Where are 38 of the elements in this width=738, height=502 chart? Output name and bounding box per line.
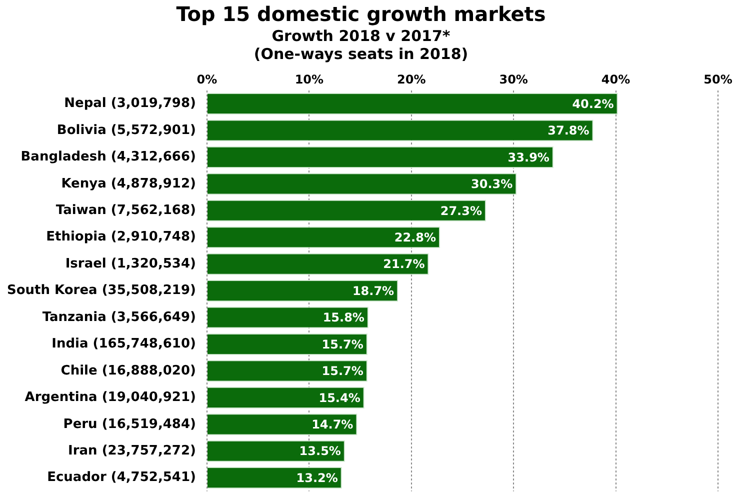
data-label: 21.7% (383, 257, 425, 272)
data-label: 40.2% (572, 96, 614, 111)
data-label: 37.8% (548, 124, 590, 138)
x-tick-label: 30% (499, 72, 528, 86)
x-tick-label: 50% (704, 72, 732, 86)
y-tick-label: Iran (23,757,272) (68, 443, 196, 458)
data-label: 13.2% (296, 470, 338, 485)
y-tick-label: Tanzania (3,566,649) (42, 310, 196, 325)
y-tick-label: Bangladesh (4,312,666) (20, 150, 196, 165)
data-label: 15.7% (322, 337, 364, 352)
x-tick-label: 20% (397, 72, 426, 86)
data-label: 15.4% (318, 390, 360, 405)
chart-title: Top 15 domestic growth markets (176, 2, 546, 26)
data-label: 18.7% (352, 284, 394, 298)
data-label: 13.5% (299, 444, 341, 458)
y-tick-label: Kenya (4,878,912) (61, 176, 196, 192)
y-tick-label: Taiwan (7,562,168) (56, 203, 196, 218)
y-tick-label: Peru (16,519,484) (63, 416, 196, 432)
chart-subtitle: Growth 2018 v 2017* (One-ways seats in 2018) (254, 26, 468, 63)
data-label: 15.8% (322, 310, 364, 325)
y-tick-label: Argentina (19,040,921) (24, 390, 196, 406)
y-tick-label: South Korea (35,508,219) (6, 283, 196, 298)
y-tick-label: Chile (16,888,020) (60, 363, 196, 378)
y-tick-label: India (165,748,610) (52, 336, 196, 352)
y-tick-label: Bolivia (5,572,901) (56, 122, 196, 138)
x-tick-label: 40% (601, 72, 630, 86)
x-tick-label: 10% (294, 72, 324, 86)
y-tick-label: Israel (1,320,534) (65, 256, 196, 272)
data-label: 15.7% (322, 364, 364, 378)
y-tick-label: Nepal (3,019,798) (64, 96, 196, 112)
y-tick-label: Ecuador (4,752,541) (47, 470, 196, 486)
data-label: 22.8% (394, 230, 436, 244)
data-label: 27.3% (440, 204, 482, 218)
x-tick-label: 0% (196, 72, 218, 86)
data-label: 33.9% (508, 150, 550, 164)
y-tick-label: Ethiopia (2,910,748) (46, 230, 196, 245)
data-label: 30.3% (471, 177, 513, 192)
data-label: 14.7% (312, 418, 354, 432)
